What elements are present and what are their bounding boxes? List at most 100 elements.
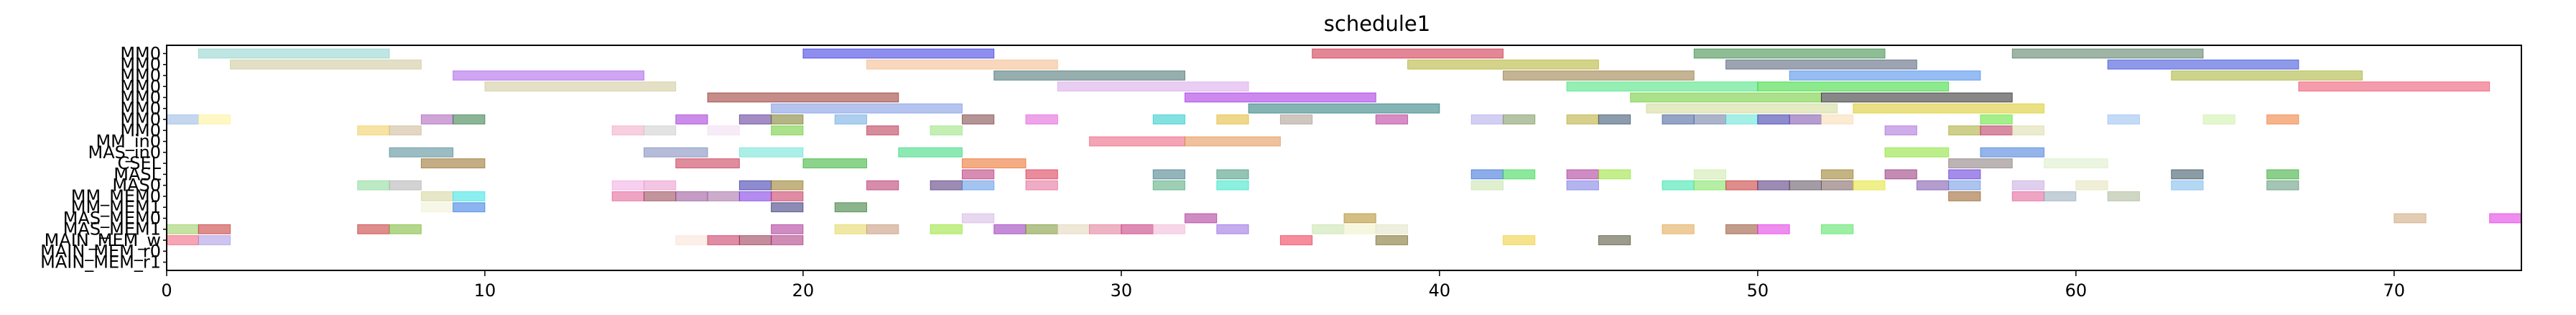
row-labels: MM0MM0MM0MM0MM0MM0MM0MM0MM_in0MAS_in0CSE…	[40, 43, 167, 273]
schedule-bar	[1407, 59, 1599, 70]
schedule-bar	[1948, 180, 1981, 191]
schedule-bar	[420, 158, 486, 169]
row-label: MM0	[120, 65, 161, 86]
schedule-bar	[866, 224, 899, 234]
schedule-bar	[834, 224, 868, 234]
chart-title: schedule1	[1324, 12, 1430, 36]
schedule-bar	[1630, 92, 1822, 103]
schedule-bar	[771, 180, 804, 191]
schedule-bar	[1693, 169, 1727, 180]
schedule-bar	[961, 213, 995, 224]
schedule-bar	[1662, 224, 1695, 234]
row-label: MAS_MEM0	[63, 208, 161, 228]
schedule-bar	[1693, 48, 1886, 59]
schedule-bar	[675, 235, 708, 245]
row-label: MM_MEM0	[71, 186, 161, 206]
schedule-bar	[2266, 169, 2299, 180]
schedule-bar	[389, 224, 422, 234]
schedule-bar	[898, 147, 963, 158]
x-tick-label: 0	[161, 280, 172, 301]
schedule-bar	[1662, 114, 1695, 124]
schedule-bar	[1152, 169, 1186, 180]
schedule-bar	[1312, 224, 1345, 234]
schedule-bar	[1598, 169, 1631, 180]
row-label: MM0	[120, 120, 161, 140]
schedule-bar	[1789, 114, 1822, 124]
schedule-bar	[1312, 48, 1504, 59]
schedule-bar	[1025, 180, 1058, 191]
schedule-bar	[1566, 180, 1599, 191]
schedule-bar	[1502, 169, 1536, 180]
schedule-bar	[834, 202, 868, 213]
schedule-bar	[166, 224, 199, 234]
schedule-bar	[834, 114, 868, 124]
schedule-bar	[1757, 224, 1790, 234]
schedule-bar	[611, 191, 644, 201]
schedule-bar	[2394, 213, 2427, 224]
schedule-bar	[930, 125, 963, 136]
schedule-bar	[2266, 114, 2299, 124]
schedule-bar	[389, 180, 422, 191]
schedule-bar	[2202, 114, 2236, 124]
schedule-bar	[1853, 180, 1886, 191]
schedule-bar	[2044, 158, 2108, 169]
schedule-bar	[1948, 125, 1981, 136]
schedule-bar	[611, 180, 644, 191]
schedule-bar	[1566, 114, 1599, 124]
schedule-bar	[1279, 114, 1313, 124]
schedule-bar	[453, 202, 486, 213]
schedule-bar	[1884, 125, 1917, 136]
row-label: MAS0	[112, 175, 161, 196]
row-label: MAS_in0	[88, 142, 161, 163]
schedule-bar	[738, 114, 772, 124]
schedule-bar	[1566, 81, 1759, 92]
row-label: CSEL	[117, 153, 161, 173]
schedule-bar	[1566, 169, 1599, 180]
row-label: MM0	[120, 43, 161, 63]
schedule-bar	[961, 158, 1027, 169]
schedule-bar	[420, 114, 454, 124]
schedule-bar	[1152, 224, 1186, 234]
schedule-bar	[198, 114, 231, 124]
schedule-bar	[1216, 180, 1249, 191]
schedule-bar	[930, 180, 963, 191]
schedule-bar	[1343, 213, 1376, 224]
schedule-bar	[707, 235, 740, 245]
schedule-bar	[1693, 114, 1727, 124]
schedule-bar	[1693, 180, 1727, 191]
schedule-bar	[453, 191, 486, 201]
row-label: MM_in0	[96, 132, 161, 152]
schedule-bar	[1470, 114, 1504, 124]
schedule-bar	[2075, 180, 2108, 191]
schedule-bar	[453, 70, 644, 81]
schedule-bar	[1820, 180, 1854, 191]
schedule-bar	[2011, 191, 2045, 201]
schedule-bar	[230, 59, 422, 70]
schedule-bar	[2171, 169, 2204, 180]
schedule-bar	[453, 114, 486, 124]
schedule-bar	[1757, 81, 1950, 92]
schedule-bar	[738, 180, 772, 191]
schedule-bar	[1980, 147, 2045, 158]
schedule-bar	[643, 125, 677, 136]
schedule-bar	[1757, 114, 1790, 124]
schedule-bar	[1152, 180, 1186, 191]
schedule-bar	[1916, 180, 1950, 191]
schedule-bar	[420, 202, 454, 213]
row-label: MM_MEM1	[71, 197, 161, 217]
schedule-bar	[1789, 70, 1981, 81]
schedule-bar	[1884, 147, 1950, 158]
schedule-bar	[1470, 180, 1504, 191]
row-label: MM0	[120, 76, 161, 96]
schedule-bar	[771, 191, 804, 201]
schedule-bar	[389, 125, 422, 136]
schedule-bar	[611, 125, 644, 136]
schedule-bar	[643, 191, 677, 201]
schedule-bar	[961, 114, 995, 124]
schedule-bar	[357, 180, 390, 191]
schedule-bar	[2489, 213, 2522, 224]
row-label: MASL	[113, 164, 161, 184]
schedule-bar	[675, 114, 708, 124]
row-label: MAIN_MEM_w	[45, 230, 161, 250]
schedule-bar	[1025, 169, 1058, 180]
